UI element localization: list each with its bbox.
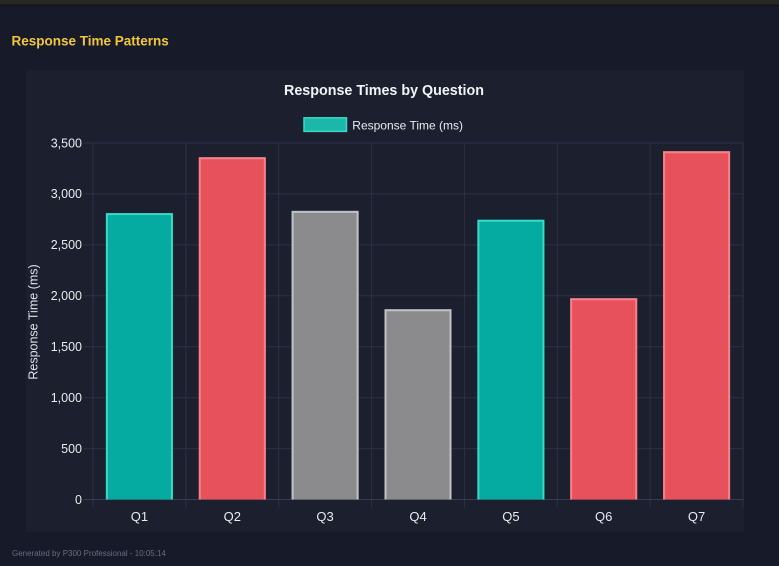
svg-text:Q5: Q5 — [502, 509, 519, 524]
svg-text:Q2: Q2 — [224, 509, 241, 524]
svg-text:Response Time (ms): Response Time (ms) — [27, 264, 41, 379]
svg-text:1,000: 1,000 — [51, 391, 82, 405]
svg-text:500: 500 — [61, 442, 82, 456]
svg-text:Q3: Q3 — [316, 509, 333, 524]
svg-text:Q1: Q1 — [131, 509, 148, 524]
svg-text:1,500: 1,500 — [51, 340, 82, 354]
svg-text:Response Time (ms): Response Time (ms) — [352, 119, 463, 133]
svg-text:Generated by P300 Professional: Generated by P300 Professional - 10:05:1… — [12, 549, 166, 558]
svg-text:2,500: 2,500 — [51, 238, 82, 252]
svg-text:Response Times by Question: Response Times by Question — [284, 83, 484, 99]
svg-text:0: 0 — [75, 493, 82, 507]
svg-text:3,000: 3,000 — [51, 187, 82, 201]
svg-text:Q4: Q4 — [409, 509, 426, 524]
svg-text:Q6: Q6 — [595, 509, 612, 524]
svg-text:3,500: 3,500 — [51, 136, 82, 150]
svg-text:Response Time Patterns: Response Time Patterns — [12, 34, 169, 49]
svg-text:2,000: 2,000 — [51, 289, 82, 303]
svg-text:Q7: Q7 — [688, 509, 705, 524]
